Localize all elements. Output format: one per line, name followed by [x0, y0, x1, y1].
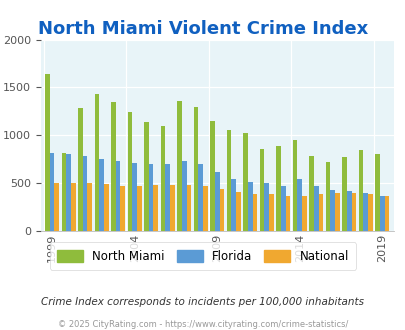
- Bar: [379, 196, 384, 231]
- Bar: [78, 108, 83, 231]
- Bar: [149, 164, 153, 231]
- Bar: [193, 107, 198, 231]
- Bar: [243, 133, 247, 231]
- Bar: [346, 191, 351, 231]
- Bar: [269, 194, 273, 231]
- Bar: [66, 154, 71, 231]
- Bar: [181, 161, 186, 231]
- Bar: [94, 94, 99, 231]
- Bar: [330, 190, 334, 231]
- Text: North Miami Violent Crime Index: North Miami Violent Crime Index: [38, 20, 367, 38]
- Bar: [259, 149, 264, 231]
- Bar: [165, 164, 170, 231]
- Bar: [170, 185, 174, 231]
- Bar: [202, 186, 207, 231]
- Bar: [54, 183, 59, 231]
- Bar: [111, 102, 115, 231]
- Bar: [231, 179, 235, 231]
- Bar: [264, 183, 269, 231]
- Bar: [280, 185, 285, 231]
- Bar: [50, 153, 54, 231]
- Bar: [226, 130, 231, 231]
- Bar: [358, 150, 362, 231]
- Bar: [301, 196, 306, 231]
- Bar: [128, 112, 132, 231]
- Bar: [235, 192, 240, 231]
- Bar: [87, 183, 92, 231]
- Bar: [115, 161, 120, 231]
- Bar: [104, 183, 108, 231]
- Bar: [325, 162, 330, 231]
- Bar: [45, 74, 50, 231]
- Bar: [83, 156, 87, 231]
- Bar: [177, 101, 181, 231]
- Bar: [309, 156, 313, 231]
- Bar: [318, 194, 322, 231]
- Bar: [292, 140, 297, 231]
- Bar: [160, 126, 165, 231]
- Bar: [198, 164, 202, 231]
- Bar: [384, 196, 388, 231]
- Bar: [374, 154, 379, 231]
- Text: © 2025 CityRating.com - https://www.cityrating.com/crime-statistics/: © 2025 CityRating.com - https://www.city…: [58, 320, 347, 329]
- Text: Crime Index corresponds to incidents per 100,000 inhabitants: Crime Index corresponds to incidents per…: [41, 297, 364, 307]
- Bar: [99, 159, 104, 231]
- Bar: [313, 185, 318, 231]
- Bar: [297, 179, 301, 231]
- Bar: [341, 157, 346, 231]
- Bar: [132, 163, 136, 231]
- Bar: [276, 146, 280, 231]
- Bar: [120, 185, 125, 231]
- Bar: [285, 196, 290, 231]
- Bar: [71, 183, 75, 231]
- Bar: [351, 193, 355, 231]
- Bar: [367, 194, 372, 231]
- Bar: [334, 193, 339, 231]
- Legend: North Miami, Florida, National: North Miami, Florida, National: [50, 243, 355, 270]
- Bar: [219, 189, 224, 231]
- Bar: [62, 153, 66, 231]
- Bar: [144, 122, 149, 231]
- Bar: [252, 194, 256, 231]
- Bar: [362, 193, 367, 231]
- Bar: [214, 172, 219, 231]
- Bar: [136, 186, 141, 231]
- Bar: [186, 185, 191, 231]
- Bar: [247, 182, 252, 231]
- Bar: [210, 121, 214, 231]
- Bar: [153, 185, 158, 231]
